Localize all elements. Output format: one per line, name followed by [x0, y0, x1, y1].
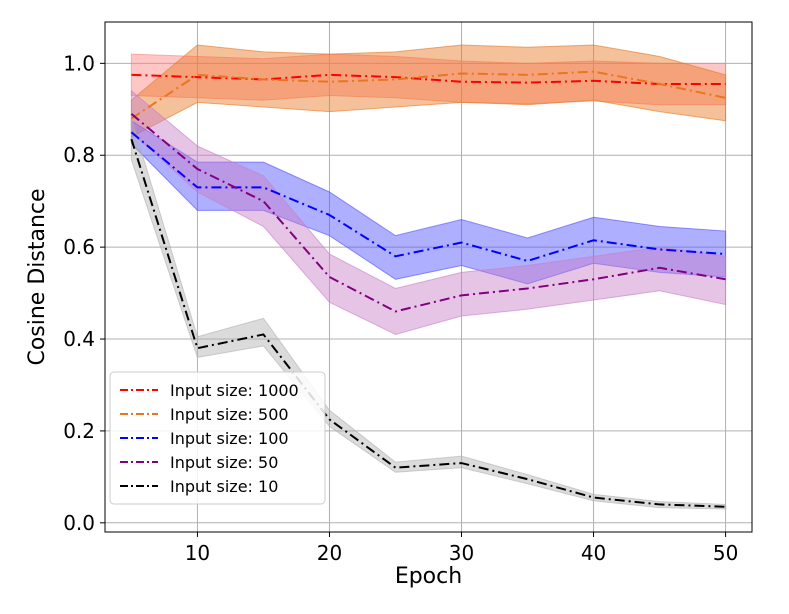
series-line: [130, 70, 726, 120]
series-line: [130, 113, 726, 313]
x-tick-label: 30: [449, 541, 474, 565]
legend: Input size: 1000 Input size: 500 Input siz…: [109, 371, 326, 505]
confidence-band: [130, 44, 727, 138]
legend-entry: Input size: 100: [170, 429, 289, 448]
y-axis-label: Cosine Distance: [25, 188, 50, 365]
y-axis-ticks: 0.0 0.2 0.4 0.6 0.8 1.0: [63, 51, 105, 535]
y-tick-label: 1.0: [63, 51, 95, 75]
y-tick-label: 0.4: [63, 327, 95, 351]
y-tick-label: 0.2: [63, 419, 95, 443]
plot-frame: [104, 21, 753, 533]
x-tick-label: 40: [581, 541, 606, 565]
x-tick-label: 10: [185, 541, 210, 565]
x-axis-label: Epoch: [395, 564, 462, 589]
confidence-band: [130, 89, 727, 335]
y-tick-label: 0.6: [63, 235, 95, 259]
series-lines: [130, 70, 726, 508]
x-tick-label: 50: [713, 541, 738, 565]
legend-box: [109, 371, 326, 505]
grid-lines: [105, 22, 752, 532]
y-tick-label: 0.0: [63, 511, 95, 535]
legend-entry: Input size: 10: [170, 477, 278, 496]
x-tick-label: 20: [317, 541, 342, 565]
series-line: [131, 73, 726, 86]
x-axis-ticks: 10 20 30 40 50: [185, 532, 738, 565]
series-line: [130, 138, 726, 508]
legend-entry: Input size: 1000: [170, 381, 299, 400]
y-tick-label: 0.8: [63, 143, 95, 167]
legend-entry: Input size: 500: [170, 405, 289, 424]
confidence-bands: [130, 44, 727, 510]
series-line: [130, 131, 726, 262]
legend-entry: Input size: 50: [170, 453, 278, 472]
